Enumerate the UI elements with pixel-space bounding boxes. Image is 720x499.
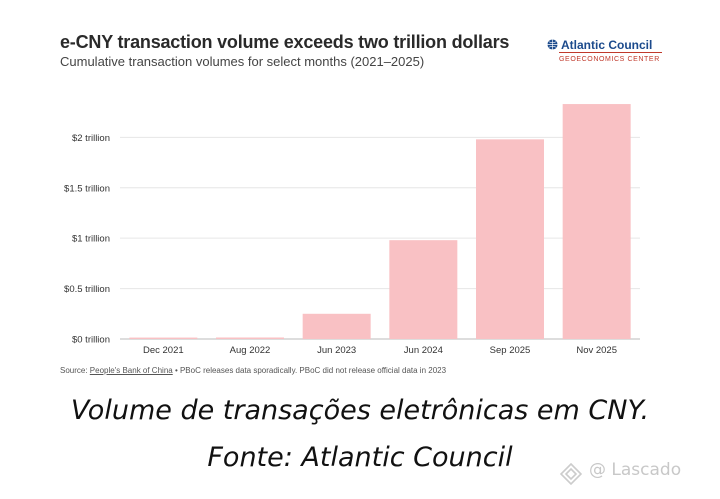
source-link[interactable]: People's Bank of China xyxy=(89,366,173,375)
bar xyxy=(129,337,198,339)
logo-name: Atlantic Council xyxy=(561,38,653,52)
y-tick-label: $1 trillion xyxy=(72,234,110,245)
bar-chart: $0 trillion $0.5 trillion $1 trillion $1.5 … xyxy=(64,104,640,356)
caption-line-1: Volume de transações eletrônicas em CNY. xyxy=(70,395,650,426)
x-tick-label: Aug 2022 xyxy=(230,345,271,356)
logo-subtitle: GEOECONOMICS CENTER xyxy=(559,56,660,63)
bar xyxy=(216,337,284,339)
chart-subtitle: Cumulative transaction volumes for selec… xyxy=(60,54,425,69)
logo-rule xyxy=(559,52,662,53)
y-tick-label: $2 trillion xyxy=(72,133,110,144)
y-tick-label: $0 trillion xyxy=(72,335,110,346)
x-tick-label: Jun 2023 xyxy=(317,345,356,356)
bar xyxy=(389,240,458,339)
source-note-text: • PBoC releases data sporadically. PBoC … xyxy=(172,366,447,375)
atlantic-council-logo: Atlantic Council GEOECONOMICS CENTER xyxy=(547,37,662,71)
x-tick-label: Sep 2025 xyxy=(490,345,531,356)
x-tick-label: Jun 2024 xyxy=(404,345,443,356)
x-tick-label: Dec 2021 xyxy=(143,345,184,356)
caption-line-2: Fonte: Atlantic Council xyxy=(207,442,513,473)
bar xyxy=(302,313,371,339)
bar xyxy=(476,139,544,339)
y-tick-label: $1.5 trillion xyxy=(64,183,110,194)
lascado-logo-icon xyxy=(560,463,582,485)
x-tick-label: Nov 2025 xyxy=(576,345,617,356)
watermark-text: @ Lascado xyxy=(589,460,682,480)
globe-icon xyxy=(547,39,558,50)
source-note: Source: People's Bank of China • PBoC re… xyxy=(60,366,446,375)
bar xyxy=(562,104,631,339)
source-prefix: Source: xyxy=(60,366,90,375)
chart-title: e-CNY transaction volume exceeds two tri… xyxy=(60,32,510,52)
y-tick-label: $0.5 trillion xyxy=(64,284,110,295)
